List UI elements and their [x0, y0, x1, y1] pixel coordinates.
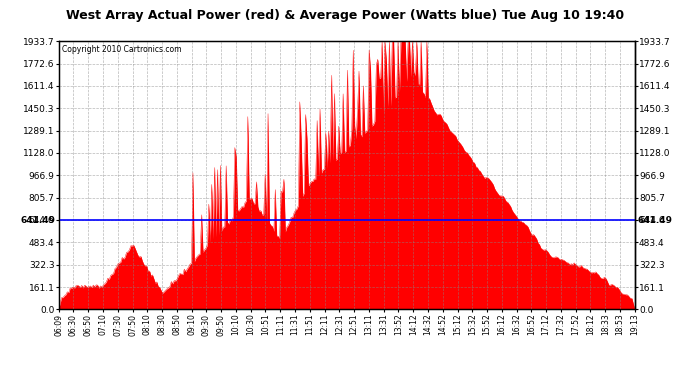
Text: 641.49: 641.49: [638, 216, 673, 225]
Text: West Array Actual Power (red) & Average Power (Watts blue) Tue Aug 10 19:40: West Array Actual Power (red) & Average …: [66, 9, 624, 22]
Text: 641.49: 641.49: [21, 216, 56, 225]
Text: Copyright 2010 Cartronics.com: Copyright 2010 Cartronics.com: [61, 45, 181, 54]
